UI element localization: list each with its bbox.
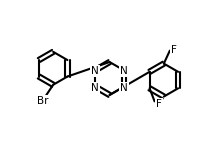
Text: N: N (91, 83, 99, 93)
Text: F: F (171, 45, 177, 55)
Text: N: N (91, 66, 99, 76)
Text: N: N (120, 66, 128, 76)
Text: N: N (120, 83, 128, 93)
Text: F: F (156, 99, 161, 109)
Text: Br: Br (37, 96, 49, 106)
